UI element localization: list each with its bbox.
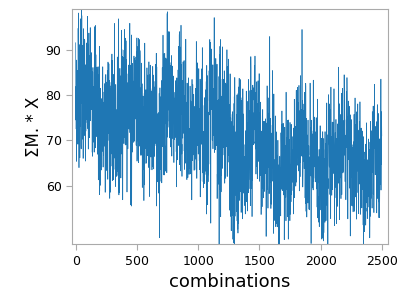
Y-axis label: ΣM. * X: ΣM. * X [25,97,43,157]
X-axis label: combinations: combinations [169,273,291,291]
